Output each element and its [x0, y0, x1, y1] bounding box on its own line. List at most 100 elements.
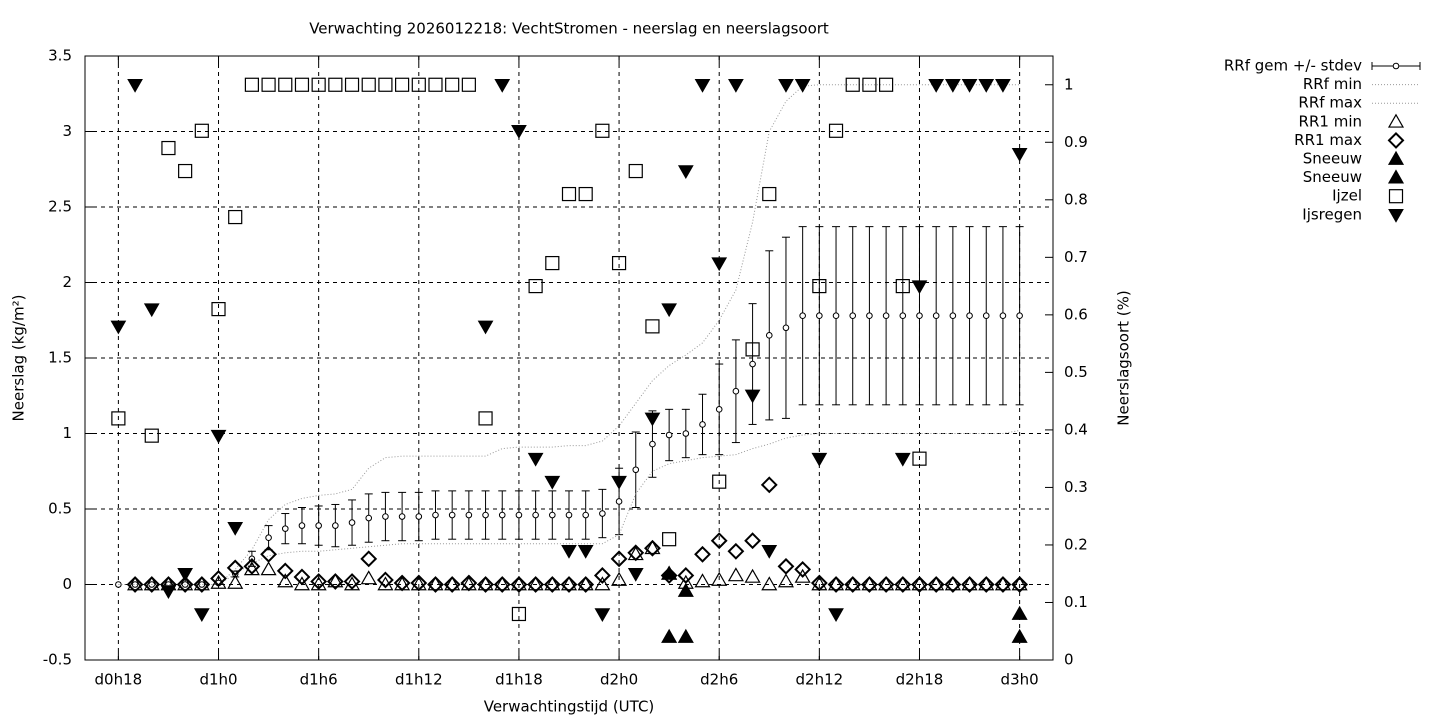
marker-triangle [1387, 150, 1405, 165]
marker-circle [365, 514, 373, 522]
marker-diamond [326, 573, 344, 590]
marker-diamond [944, 576, 962, 593]
marker-diamond [1011, 576, 1029, 593]
marker-square [445, 77, 460, 92]
legend-label: Ijzel [1332, 187, 1362, 205]
marker-diamond [260, 545, 278, 563]
marker-diamond [560, 576, 578, 593]
x-tick-label: d1h18 [495, 671, 543, 689]
marker-circle [549, 511, 556, 519]
marker-square [628, 163, 643, 179]
legend-label: Sneeuw [1303, 168, 1362, 186]
marker-circle [265, 534, 272, 541]
marker-square [428, 77, 443, 92]
marker-diamond [493, 576, 511, 593]
marker-square [745, 342, 760, 357]
marker-diamond [243, 557, 261, 575]
marker-diamond [143, 576, 161, 593]
marker-circle [832, 312, 840, 320]
marker-square [561, 186, 577, 202]
marker-triangle-down [227, 521, 244, 536]
x-tick-label: d1h0 [199, 671, 237, 689]
marker-square [645, 319, 660, 334]
marker-triangle-down [677, 165, 694, 180]
marker-diamond [994, 576, 1012, 593]
marker-triangle-down [594, 608, 611, 622]
x-tick-label: d1h12 [395, 671, 443, 689]
marker-circle [699, 421, 706, 428]
y2-axis-label: Neerslagsoort (%) [1115, 290, 1133, 425]
marker-square [611, 255, 627, 271]
marker-triangle [177, 576, 194, 591]
marker-triangle [127, 576, 144, 591]
marker-triangle [677, 628, 694, 643]
marker-triangle [928, 576, 945, 591]
marker-square [879, 77, 894, 92]
marker-diamond [210, 570, 227, 587]
marker-triangle [961, 576, 978, 591]
marker-diamond [360, 550, 378, 568]
marker-square [712, 474, 727, 489]
x-tick-label: d2h6 [700, 671, 738, 689]
marker-triangle-down [627, 567, 644, 582]
y2-tick-label: 0.6 [1064, 305, 1088, 323]
marker-diamond [911, 576, 928, 593]
marker-triangle-down [110, 320, 127, 335]
marker-diamond [193, 576, 211, 593]
marker-triangle [327, 573, 344, 588]
marker-diamond [276, 562, 294, 580]
marker-circle [332, 522, 339, 529]
marker-square [595, 123, 610, 138]
marker-triangle-down [728, 79, 744, 93]
marker-triangle [477, 576, 494, 591]
marker-triangle [894, 576, 911, 591]
y2-tick-label: 0.4 [1064, 420, 1088, 438]
marker-square [1388, 189, 1404, 204]
marker-triangle-down [961, 79, 978, 93]
marker-square [828, 123, 844, 138]
marker-triangle [611, 571, 628, 586]
marker-triangle [510, 576, 527, 591]
marker-triangle [193, 576, 210, 591]
y2-tick-label: 0 [1064, 651, 1074, 669]
marker-circle [882, 312, 890, 320]
y-tick-label: 2 [62, 273, 72, 291]
marker-diamond [860, 576, 878, 593]
marker-triangle [744, 568, 761, 583]
marker-diamond [610, 550, 628, 568]
marker-diamond [877, 576, 895, 593]
y2-tick-label: 0.7 [1064, 248, 1088, 266]
marker-square [328, 77, 343, 92]
marker-triangle [1387, 169, 1405, 184]
marker-square [511, 606, 527, 622]
marker-diamond [176, 576, 194, 593]
marker-triangle [727, 567, 744, 582]
marker-square [411, 77, 426, 92]
marker-triangle [761, 576, 778, 591]
marker-circle [799, 312, 806, 320]
marker-circle [298, 522, 306, 529]
x-axis-label: Verwachtingstijd (UTC) [484, 698, 655, 716]
marker-circle [932, 312, 940, 320]
marker-triangle [861, 576, 878, 591]
marker-triangle-down [544, 475, 561, 490]
marker-circle [432, 511, 439, 519]
marker-diamond [577, 576, 595, 593]
marker-circle [899, 312, 907, 320]
legend-label: RRf gem +/- stdev [1224, 57, 1362, 75]
legend-label: Sneeuw [1303, 150, 1362, 168]
chart-title: Verwachting 2026012218: VechtStromen - n… [309, 20, 829, 38]
marker-triangle [260, 561, 277, 576]
legend-label: RR1 min [1299, 112, 1362, 130]
marker-square [461, 77, 476, 92]
marker-circle [765, 332, 773, 339]
marker-triangle [494, 576, 511, 591]
marker-diamond [827, 576, 845, 593]
marker-diamond [794, 560, 812, 578]
marker-diamond [961, 576, 978, 593]
marker-triangle [577, 576, 594, 591]
marker-triangle-down [744, 389, 761, 404]
legend-label: RRf max [1298, 94, 1362, 112]
